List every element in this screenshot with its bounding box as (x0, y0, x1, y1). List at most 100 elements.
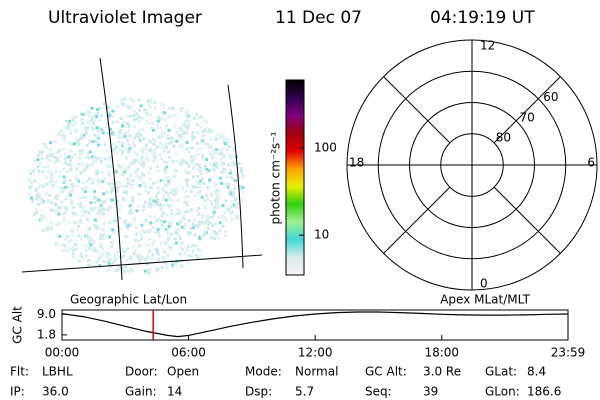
pixel (210, 235, 214, 239)
pixel (139, 104, 143, 108)
pixel (183, 200, 186, 204)
pixel (147, 171, 151, 175)
pixel (185, 113, 189, 117)
pixel (192, 243, 196, 247)
pixel (203, 221, 207, 225)
pixel (151, 253, 155, 257)
pixel (129, 107, 133, 111)
pixel (157, 234, 161, 238)
pixel (175, 132, 179, 136)
pixel (80, 213, 84, 217)
pixel (142, 137, 146, 141)
pixel (205, 194, 208, 197)
pixel (93, 154, 96, 158)
pixel (222, 167, 226, 171)
pixel (209, 145, 213, 148)
pixel (55, 223, 59, 227)
pixel (206, 142, 210, 146)
pixel (64, 158, 68, 162)
pixel (150, 256, 153, 260)
pixel (99, 114, 103, 118)
pixel (176, 222, 179, 226)
pixel (38, 162, 42, 166)
pixel (191, 222, 195, 226)
pixel (143, 185, 147, 189)
pixel (181, 144, 185, 148)
pixel (62, 175, 66, 179)
pixel (173, 189, 177, 193)
pixel (133, 170, 137, 174)
pixel (197, 213, 201, 217)
pixel (63, 210, 67, 214)
pixel (190, 155, 193, 159)
pixel (115, 218, 119, 222)
pixel (93, 247, 96, 251)
pixel (184, 189, 188, 193)
pixel (68, 120, 71, 123)
pixel (138, 193, 141, 196)
pixel (148, 196, 152, 200)
pixel (155, 181, 159, 185)
pixel (115, 251, 119, 254)
pixel (111, 142, 115, 146)
pixel (77, 220, 81, 224)
pixel (123, 135, 127, 139)
pixel (125, 189, 129, 193)
pixel (124, 235, 128, 238)
pixel (93, 133, 97, 137)
pixel (116, 199, 120, 203)
pixel (165, 124, 168, 128)
pixel (148, 267, 152, 271)
pixel (197, 221, 201, 225)
pixel (121, 266, 125, 270)
pixel (126, 103, 130, 107)
pixel (40, 156, 44, 160)
pixel (182, 217, 185, 221)
pixel (213, 237, 217, 240)
pixel (167, 235, 171, 239)
pixel (178, 127, 182, 131)
pixel (154, 231, 158, 235)
pixel (224, 229, 228, 233)
pixel (98, 212, 102, 216)
pixel (217, 152, 221, 156)
pixel (209, 130, 213, 134)
pixel (205, 158, 208, 161)
pixel (151, 181, 155, 185)
pixel (93, 201, 97, 204)
info-label: GLat: (485, 365, 517, 379)
pixel (146, 256, 149, 259)
pixel (157, 146, 161, 149)
pixel (83, 113, 87, 117)
map-grid-line (99, 57, 123, 281)
pixel (141, 128, 145, 132)
pixel (162, 204, 166, 208)
pixel (119, 132, 123, 136)
pixel (98, 205, 102, 209)
pixel (47, 199, 51, 202)
pixel (205, 197, 209, 201)
pixel (41, 184, 45, 188)
pixel (186, 122, 190, 126)
pixel (126, 139, 129, 143)
pixel (37, 169, 41, 173)
pixel (133, 158, 136, 162)
pixel (126, 182, 130, 186)
pixel (71, 252, 75, 256)
pixel (213, 160, 217, 164)
info-label: Flt: (10, 365, 29, 379)
pixel (39, 153, 43, 156)
pixel (128, 97, 132, 101)
pixel (210, 215, 214, 219)
pixel (167, 196, 171, 200)
pixel (49, 147, 52, 151)
pixel (103, 200, 107, 204)
pixel (107, 258, 111, 262)
pixel (193, 194, 197, 198)
y-axis-label: GC Alt (11, 306, 25, 344)
pixel (70, 155, 74, 159)
pixel (206, 146, 210, 150)
pixel (148, 186, 152, 190)
pixel (135, 174, 139, 178)
pixel (155, 145, 159, 149)
